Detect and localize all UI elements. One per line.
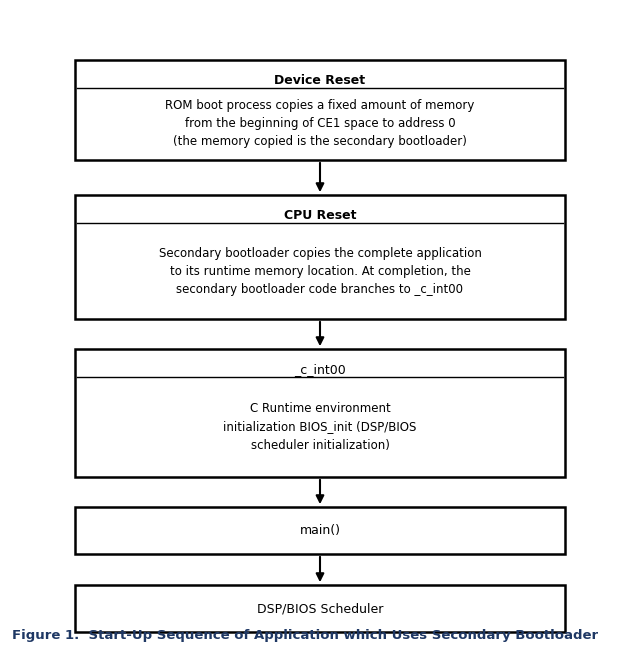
Text: C Runtime environment
initialization BIOS_init (DSP/BIOS
scheduler initializatio: C Runtime environment initialization BIO… bbox=[223, 402, 417, 452]
Text: Secondary bootloader copies the complete application
to its runtime memory locat: Secondary bootloader copies the complete… bbox=[159, 247, 481, 296]
Bar bbox=[75, 585, 565, 632]
Text: DSP/BIOS Scheduler: DSP/BIOS Scheduler bbox=[257, 602, 383, 615]
Bar bbox=[75, 349, 565, 477]
Text: _c_int00: _c_int00 bbox=[294, 363, 346, 376]
Bar bbox=[75, 60, 565, 160]
Text: ROM boot process copies a fixed amount of memory
from the beginning of CE1 space: ROM boot process copies a fixed amount o… bbox=[165, 100, 475, 149]
Bar bbox=[75, 507, 565, 554]
Text: Figure 1.  Start-Up Sequence of Application which Uses Secondary Bootloader: Figure 1. Start-Up Sequence of Applicati… bbox=[12, 629, 598, 642]
Text: CPU Reset: CPU Reset bbox=[284, 209, 356, 222]
Bar bbox=[75, 195, 565, 319]
Text: Device Reset: Device Reset bbox=[275, 74, 365, 87]
Text: main(): main() bbox=[300, 524, 340, 537]
